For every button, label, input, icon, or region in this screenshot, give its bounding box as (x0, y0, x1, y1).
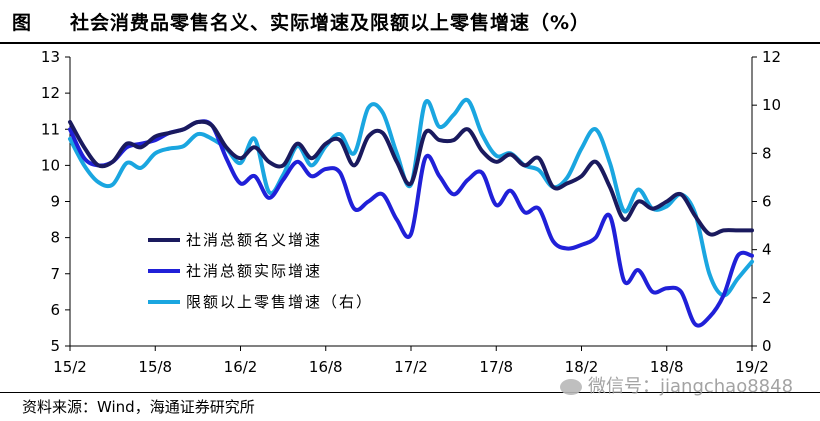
y-right-tick-label: 0 (762, 337, 772, 355)
y-right-tick-label: 8 (762, 144, 772, 162)
wechat-icon (560, 379, 582, 395)
series-line-nominal (68, 119, 754, 237)
y-right-tick-label: 2 (762, 289, 772, 307)
y-left-tick-label: 5 (50, 337, 60, 355)
x-tick-label: 16/2 (224, 358, 258, 376)
x-tick-label: 15/2 (53, 358, 87, 376)
y-right-tick-label: 6 (762, 193, 772, 211)
y-left-tick-label: 11 (41, 120, 60, 138)
y-left-tick-label: 12 (41, 84, 60, 102)
y-left-tick-label: 8 (50, 229, 60, 247)
y-right-tick-label: 12 (762, 48, 781, 66)
figure-title: 社会消费品零售名义、实际增速及限额以上零售增速（%） (70, 12, 591, 34)
figure-label: 图 (12, 12, 32, 34)
legend-label-above-quota: 限额以上零售增速（右） (186, 293, 373, 311)
y-left-tick-label: 9 (50, 193, 60, 211)
watermark-text: 微信号：jiangchao8848 (588, 376, 794, 397)
x-tick-label: 17/8 (479, 358, 513, 376)
y-right-tick-label: 4 (762, 241, 772, 259)
y-left-tick-label: 6 (50, 301, 60, 319)
title-rule (0, 42, 820, 44)
y-left-tick-label: 10 (41, 156, 60, 174)
source-note: 资料来源：Wind，海通证券研究所 (22, 398, 255, 416)
legend-label-real: 社消总额实际增速 (186, 262, 322, 280)
x-tick-label: 15/8 (138, 358, 172, 376)
legend-label-nominal: 社消总额名义增速 (186, 231, 322, 249)
watermark: 微信号：jiangchao8848 (560, 372, 793, 398)
x-tick-label: 19/2 (735, 358, 769, 376)
source-rule (0, 392, 820, 393)
line-chart: 5 6 7 8 9 10 11 12 13 0 2 4 6 8 10 12 15/2 15/8 16/2 16/8 17… (41, 48, 781, 376)
x-tick-label: 16/8 (309, 358, 343, 376)
x-tick-label: 17/2 (394, 358, 428, 376)
chart-area: 5 6 7 8 9 10 11 12 13 0 2 4 6 8 10 12 15/2 15/8 16/2 16/8 17… (0, 44, 820, 390)
series-line-above-quota (68, 97, 754, 298)
x-tick-label: 18/8 (650, 358, 684, 376)
title-bar: 图 社会消费品零售名义、实际增速及限额以上零售增速（%） (0, 0, 820, 44)
y-right-tick-label: 10 (762, 96, 781, 114)
x-tick-label: 18/2 (565, 358, 599, 376)
series-line-real (68, 119, 754, 328)
y-left-tick-label: 7 (50, 265, 60, 283)
y-left-tick-label: 13 (41, 48, 60, 66)
